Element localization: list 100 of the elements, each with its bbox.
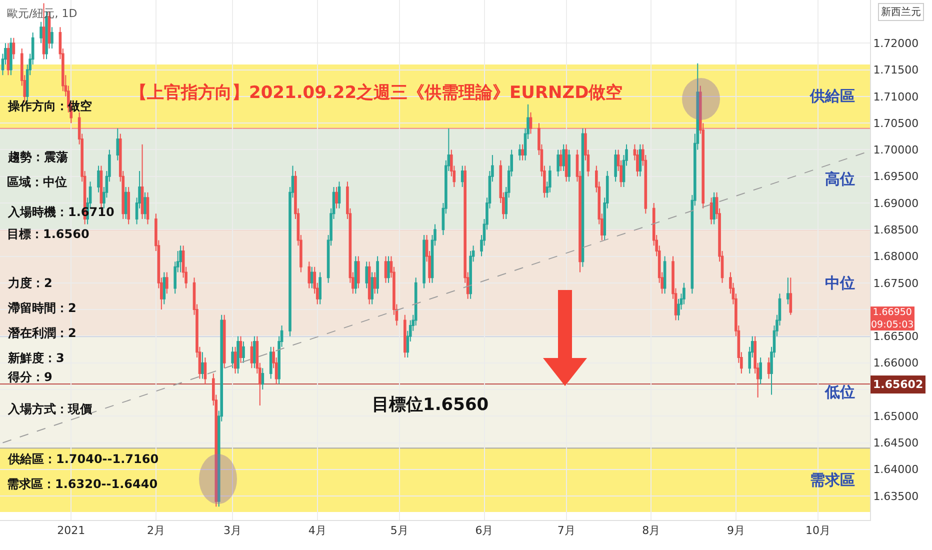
candlestick [376, 256, 379, 294]
candlestick [518, 144, 522, 161]
candlestick [614, 149, 617, 182]
candlestick [384, 256, 388, 284]
y-tick-label: 1.64500 [873, 436, 919, 450]
annotation: 區域：中位 [7, 175, 67, 189]
candlestick [140, 144, 144, 220]
candlestick [564, 144, 568, 182]
x-tick-label: 2月 [146, 524, 165, 538]
candlestick [97, 165, 100, 193]
band-label: 高位 [825, 170, 855, 188]
candlestick [162, 272, 166, 305]
candlestick [559, 149, 562, 172]
x-tick-label: 4月 [308, 524, 326, 538]
x-tick-label: 10月 [806, 524, 831, 538]
candlestick [387, 256, 390, 284]
candlestick [124, 186, 128, 220]
candlestick [562, 144, 565, 172]
candlestick [404, 314, 406, 358]
candlestick [253, 336, 256, 369]
band-label: 中位 [825, 274, 855, 292]
candlestick [50, 26, 54, 49]
candlestick [234, 346, 237, 374]
y-tick-label: 1.70000 [873, 144, 919, 157]
annotation: 滯留時間：2 [7, 301, 76, 315]
candlestick [6, 42, 10, 76]
x-tick-label: 6月 [475, 524, 494, 538]
band-label: 需求區 [810, 471, 855, 489]
candlestick [521, 144, 524, 161]
candlestick [179, 245, 182, 273]
y-tick-label: 1.71000 [873, 90, 919, 104]
candlestick [710, 197, 713, 225]
annotation: 新鮮度：3 [7, 351, 64, 365]
y-tick-label: 1.63500 [873, 490, 919, 503]
candlestick [40, 21, 42, 44]
candlestick [556, 149, 560, 177]
annotation: 入場方式：現價 [7, 402, 93, 416]
y-tick-label: 1.66000 [873, 356, 919, 370]
candlestick [767, 357, 770, 380]
candlestick [261, 368, 264, 390]
candlestick [663, 256, 666, 294]
candlestick [365, 261, 368, 289]
candlestick [146, 192, 150, 225]
candlestick [269, 346, 272, 380]
x-tick-label: 7月 [557, 524, 576, 538]
band-label: 供給區 [809, 87, 855, 105]
band-label: 低位 [824, 383, 855, 401]
candlestick [201, 352, 204, 380]
candlestick [789, 277, 792, 316]
annotation: 需求區：1.6320--1.6440 [7, 477, 158, 491]
candlestick [354, 256, 358, 294]
y-tick-label: 1.69500 [873, 170, 919, 184]
y-tick-label: 1.71500 [873, 64, 919, 77]
candlestick [231, 346, 234, 369]
y-tick-label: 1.66500 [873, 330, 919, 344]
annotation: 目標：1.6560 [7, 227, 90, 241]
y-tick-label: 1.68000 [873, 250, 919, 264]
candlestick [12, 37, 16, 60]
x-tick-label: 9月 [726, 524, 745, 538]
candlestick [338, 181, 341, 209]
candlestick [422, 234, 426, 289]
candlestick [204, 357, 207, 385]
annotation: 目標位1.6560 [372, 395, 489, 415]
y-tick-label: 1.65000 [873, 410, 919, 423]
candlestick [310, 266, 314, 289]
candlestick [373, 272, 376, 294]
candlestick [127, 186, 130, 225]
candlestick [10, 37, 12, 76]
x-tick-label: 8月 [642, 524, 660, 538]
annotation: 供給區：1.7040--1.7160 [7, 452, 159, 466]
y-tick-label: 1.67500 [873, 276, 919, 290]
y-tick-label: 1.69000 [873, 196, 919, 210]
candlestick [335, 186, 338, 209]
candlestick [239, 336, 242, 364]
candlestick [356, 256, 360, 289]
annotation: 得分：9 [7, 370, 52, 384]
ref-line-label: 1.65602 [873, 378, 924, 391]
candlestick [116, 128, 120, 161]
candlestick [529, 112, 532, 134]
candlestick [759, 357, 762, 385]
candlestick [318, 272, 322, 305]
candlestick [308, 261, 311, 289]
candlestick [581, 128, 584, 268]
candlestick [242, 341, 245, 364]
annotation: 趨勢：震蕩 [7, 150, 68, 164]
candlestick [638, 144, 642, 177]
candlestick [165, 272, 168, 294]
text: 新西兰元 [881, 6, 921, 18]
candlestick [250, 341, 254, 369]
candlestick [236, 336, 240, 374]
annotation: 潛在利潤：2 [7, 326, 76, 340]
candlestick [222, 314, 226, 369]
y-tick-label: 1.72000 [873, 37, 919, 50]
x-tick-label: 5月 [390, 524, 408, 538]
candlestick [144, 192, 146, 220]
x-tick-label: 3月 [224, 524, 242, 538]
candlestick [460, 165, 464, 188]
candlestick [786, 277, 790, 305]
y-tick-label: 1.70500 [873, 116, 919, 130]
x-tick-label: 2021 [57, 524, 86, 538]
